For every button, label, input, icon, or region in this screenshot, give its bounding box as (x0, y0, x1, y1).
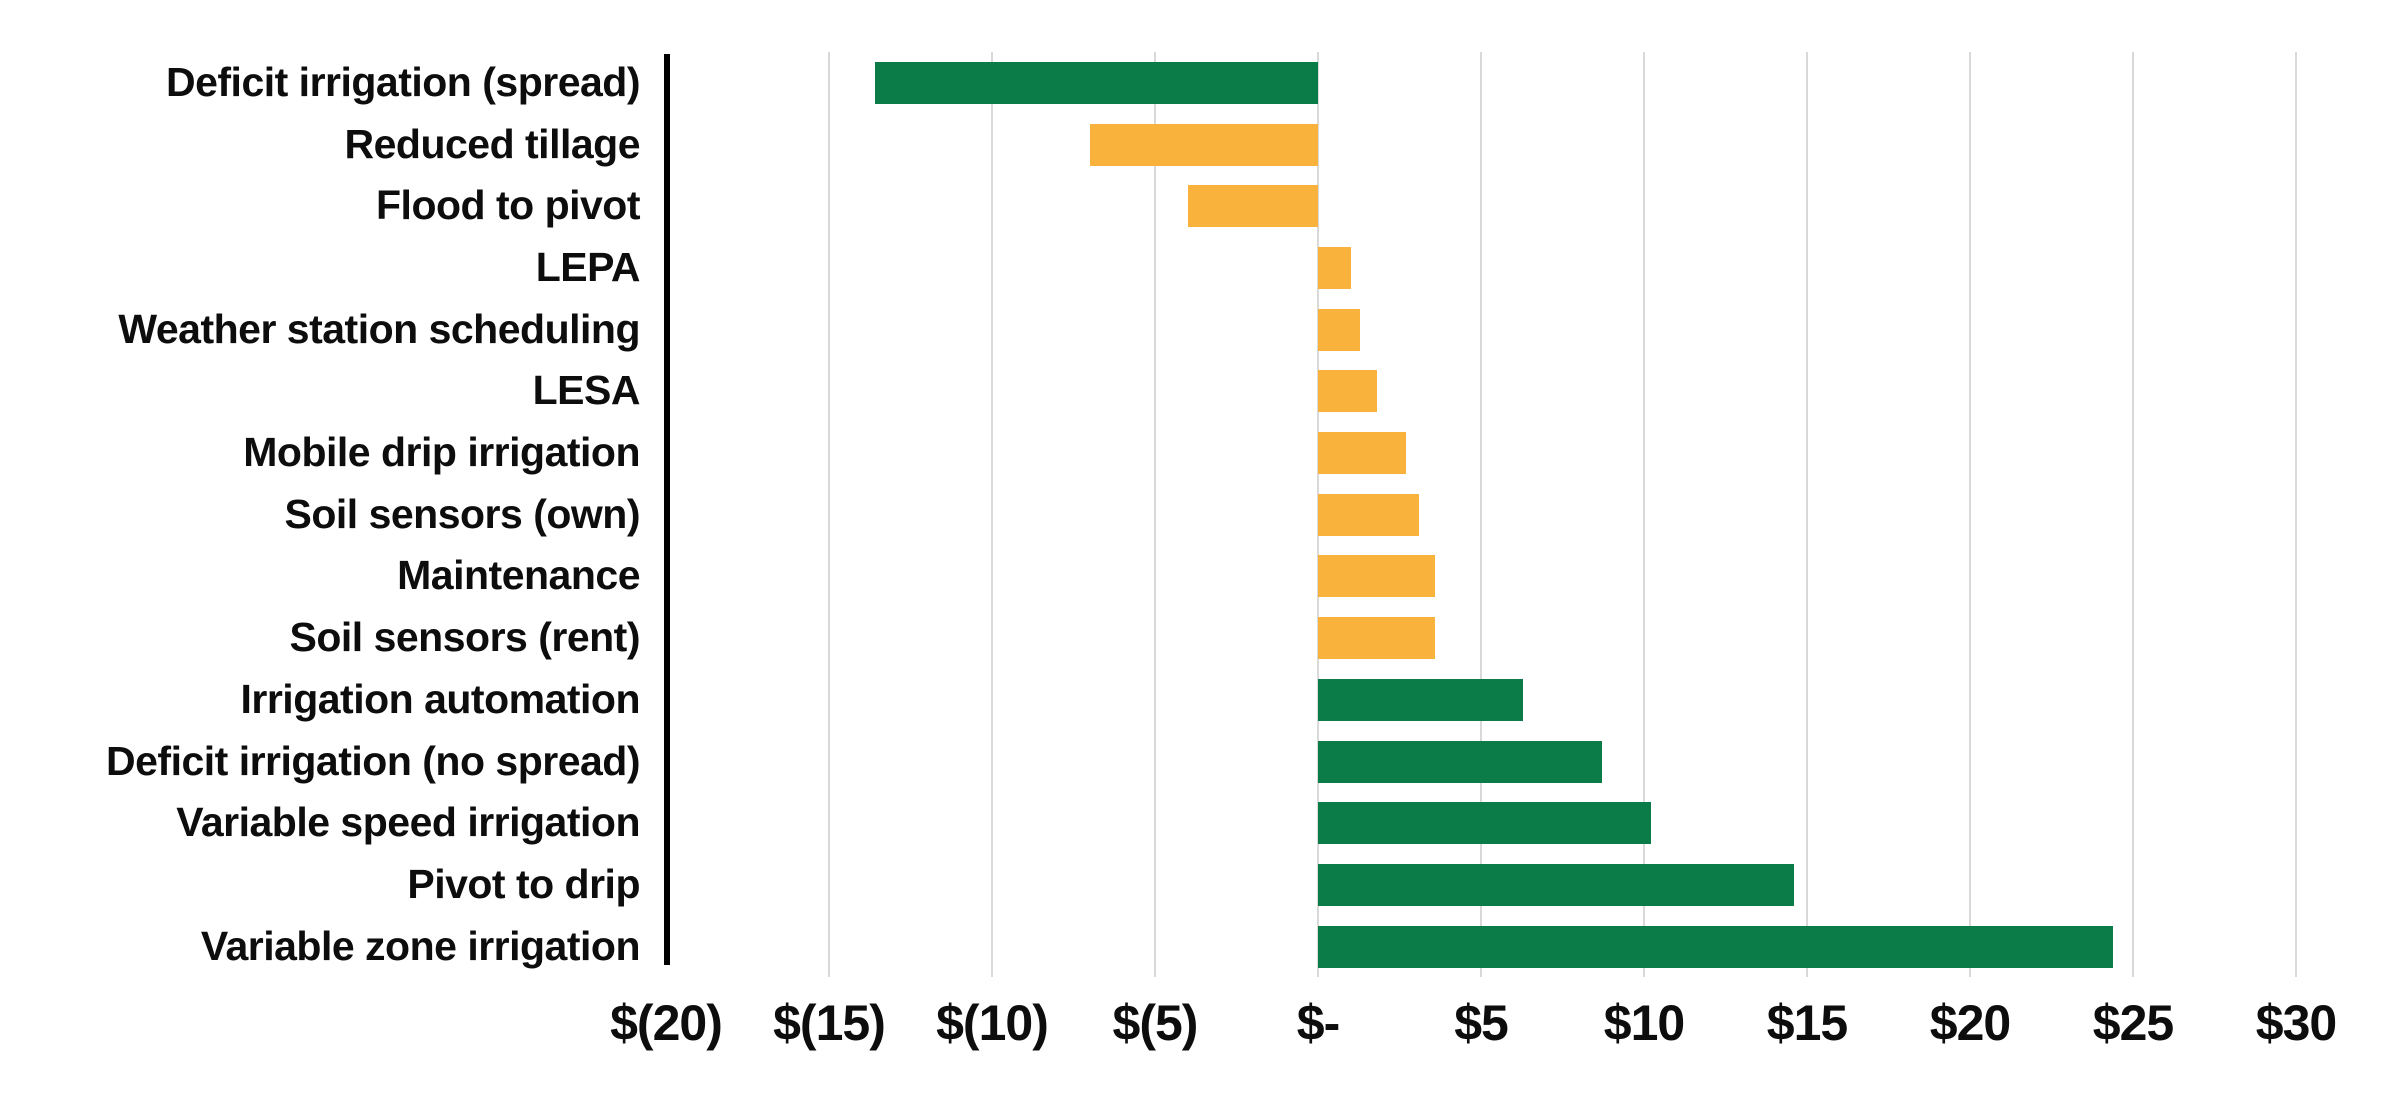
gridline (991, 52, 993, 977)
x-tick-label: $25 (2092, 995, 2174, 1051)
category-label: Variable zone irrigation (200, 922, 641, 969)
bar-reduced-tillage (1089, 123, 1318, 166)
x-tick-label: $(5) (1112, 995, 1199, 1051)
x-tick-label: $10 (1603, 995, 1685, 1051)
bar-soil-sensors-own (1318, 493, 1420, 536)
category-label: Deficit irrigation (spread) (165, 58, 641, 105)
bar-soil-sensors-rent (1318, 617, 1436, 660)
bar-variable-zone-irrigation (1318, 925, 2114, 968)
category-label: Mobile drip irrigation (243, 429, 640, 476)
bar-weather-station-scheduling (1318, 308, 1361, 351)
category-label: Flood to pivot (376, 182, 640, 229)
bar-lesa (1318, 370, 1377, 413)
category-label: Soil sensors (rent) (289, 614, 641, 661)
bar-pivot-to-drip (1318, 863, 1794, 906)
gridline (1480, 52, 1482, 977)
gridline (828, 52, 830, 977)
gridline (1806, 52, 1808, 977)
category-axis-line (664, 54, 670, 965)
category-label: Deficit irrigation (no spread) (106, 737, 641, 784)
category-label: Variable speed irrigation (176, 799, 640, 846)
bar-mobile-drip-irrigation (1318, 432, 1407, 475)
bar-deficit-irrigation-no-spread (1318, 740, 1602, 783)
bar-irrigation-automation (1318, 678, 1524, 721)
gridline (2295, 52, 2297, 977)
bar-lepa (1318, 246, 1351, 289)
x-tick-label: $(20) (610, 995, 723, 1051)
x-tick-label: $30 (2255, 995, 2337, 1051)
x-tick-label: $(15) (773, 995, 886, 1051)
x-tick-label: $- (1296, 995, 1340, 1051)
bar-flood-to-pivot (1187, 185, 1318, 228)
bar-deficit-irrigation-spread (874, 61, 1318, 104)
bar-maintenance (1318, 555, 1436, 598)
x-tick-label: $(10) (936, 995, 1049, 1051)
gridline (2132, 52, 2134, 977)
x-tick-label: $20 (1929, 995, 2011, 1051)
category-label: Reduced tillage (344, 120, 640, 167)
bar-variable-speed-irrigation (1318, 802, 1651, 845)
gridline (1643, 52, 1645, 977)
x-tick-label: $5 (1454, 995, 1509, 1051)
gridline (1969, 52, 1971, 977)
category-label: Soil sensors (own) (284, 490, 641, 537)
category-label: Pivot to drip (407, 860, 640, 907)
x-tick-label: $15 (1766, 995, 1848, 1051)
category-label: Weather station scheduling (118, 305, 640, 352)
gridline (1154, 52, 1156, 977)
category-label: LEPA (535, 243, 641, 290)
category-label: LESA (532, 367, 641, 414)
category-label: Irrigation automation (240, 675, 641, 722)
category-label: Maintenance (397, 552, 640, 599)
